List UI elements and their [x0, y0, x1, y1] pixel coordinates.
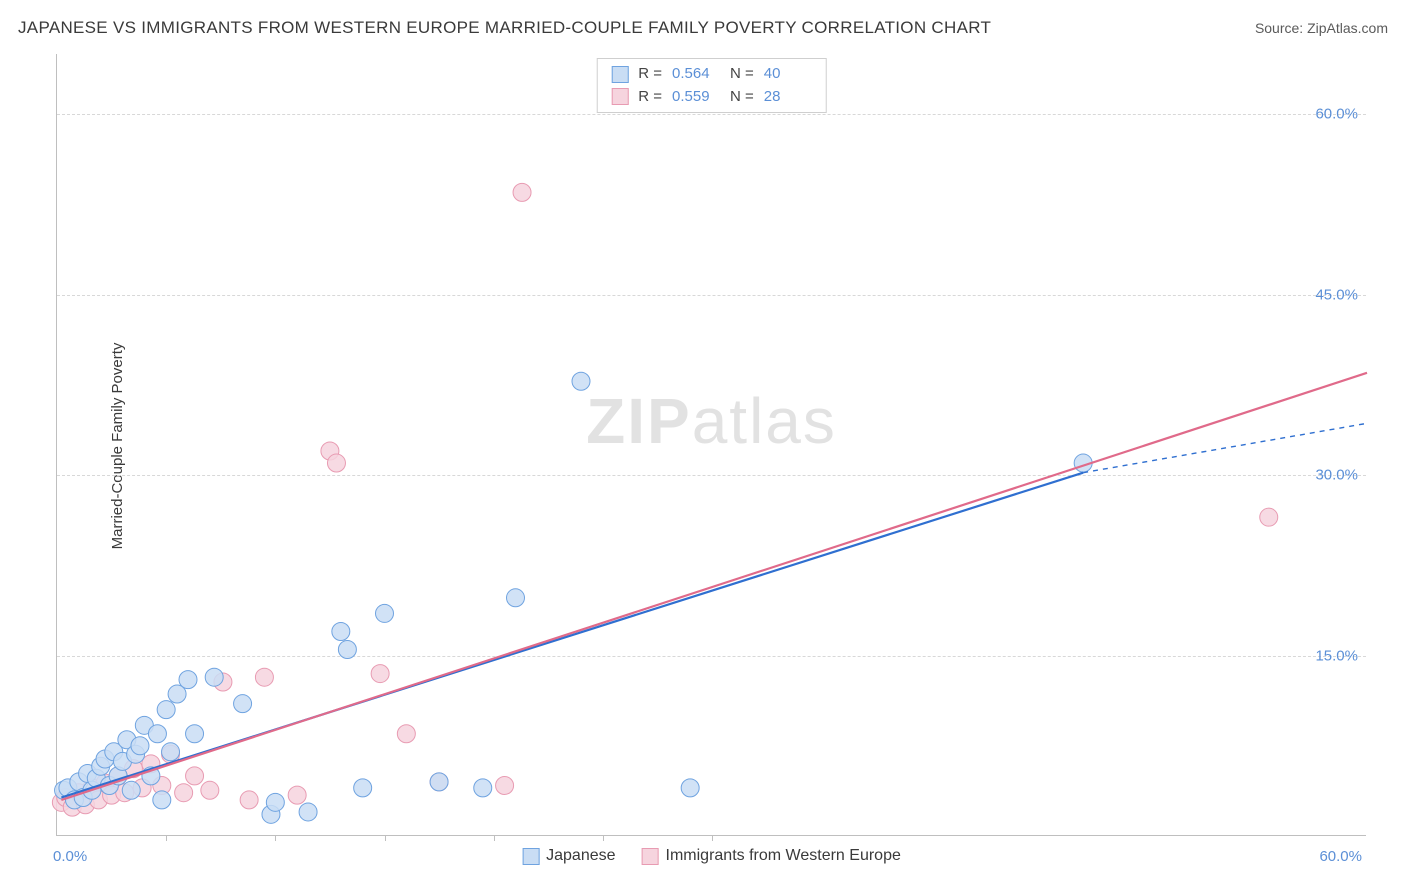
scatter-point	[205, 668, 223, 686]
scatter-point	[354, 779, 372, 797]
legend-item-series-2: Immigrants from Western Europe	[642, 847, 901, 865]
scatter-point	[397, 725, 415, 743]
stats-row-series-1: R = 0.564 N = 40	[611, 63, 812, 86]
x-max-label: 60.0%	[1319, 848, 1362, 865]
scatter-point	[179, 671, 197, 689]
legend: Japanese Immigrants from Western Europe	[522, 847, 901, 865]
scatter-point	[122, 781, 140, 799]
scatter-svg	[57, 54, 1366, 835]
scatter-point	[153, 791, 171, 809]
scatter-point	[430, 773, 448, 791]
x-tick	[385, 835, 386, 841]
legend-label-2: Immigrants from Western Europe	[666, 847, 901, 865]
scatter-point	[288, 786, 306, 804]
scatter-point	[201, 781, 219, 799]
scatter-point	[266, 793, 284, 811]
scatter-point	[572, 372, 590, 390]
scatter-point	[234, 695, 252, 713]
scatter-point	[157, 701, 175, 719]
scatter-point	[186, 767, 204, 785]
x-min-label: 0.0%	[53, 848, 87, 865]
scatter-point	[131, 737, 149, 755]
scatter-point	[513, 183, 531, 201]
scatter-point	[681, 779, 699, 797]
swatch-series-2	[611, 88, 628, 105]
scatter-point	[371, 665, 389, 683]
chart-source: Source: ZipAtlas.com	[1255, 20, 1388, 36]
scatter-point	[1260, 508, 1278, 526]
scatter-point	[240, 791, 258, 809]
trend-line	[61, 373, 1367, 800]
chart-title: JAPANESE VS IMMIGRANTS FROM WESTERN EURO…	[18, 18, 991, 38]
scatter-point	[148, 725, 166, 743]
scatter-point	[175, 784, 193, 802]
scatter-point	[507, 589, 525, 607]
stats-box: R = 0.564 N = 40 R = 0.559 N = 28	[596, 58, 827, 113]
plot-area: 15.0%30.0%45.0%60.0% ZIPatlas R = 0.564 …	[56, 54, 1366, 836]
scatter-point	[332, 622, 350, 640]
x-tick	[275, 835, 276, 841]
scatter-point	[474, 779, 492, 797]
legend-swatch-1	[522, 848, 539, 865]
legend-label-1: Japanese	[546, 847, 615, 865]
stats-row-series-2: R = 0.559 N = 28	[611, 86, 812, 109]
legend-swatch-2	[642, 848, 659, 865]
chart-header: JAPANESE VS IMMIGRANTS FROM WESTERN EURO…	[18, 18, 1388, 38]
x-tick	[603, 835, 604, 841]
x-tick	[712, 835, 713, 841]
scatter-point	[327, 454, 345, 472]
scatter-point	[255, 668, 273, 686]
legend-item-series-1: Japanese	[522, 847, 615, 865]
scatter-point	[162, 743, 180, 761]
scatter-point	[186, 725, 204, 743]
x-tick	[494, 835, 495, 841]
scatter-point	[299, 803, 317, 821]
scatter-point	[496, 776, 514, 794]
swatch-series-1	[611, 66, 628, 83]
scatter-point	[338, 641, 356, 659]
trend-line-extrapolated	[1083, 423, 1367, 472]
scatter-point	[376, 604, 394, 622]
x-tick	[166, 835, 167, 841]
